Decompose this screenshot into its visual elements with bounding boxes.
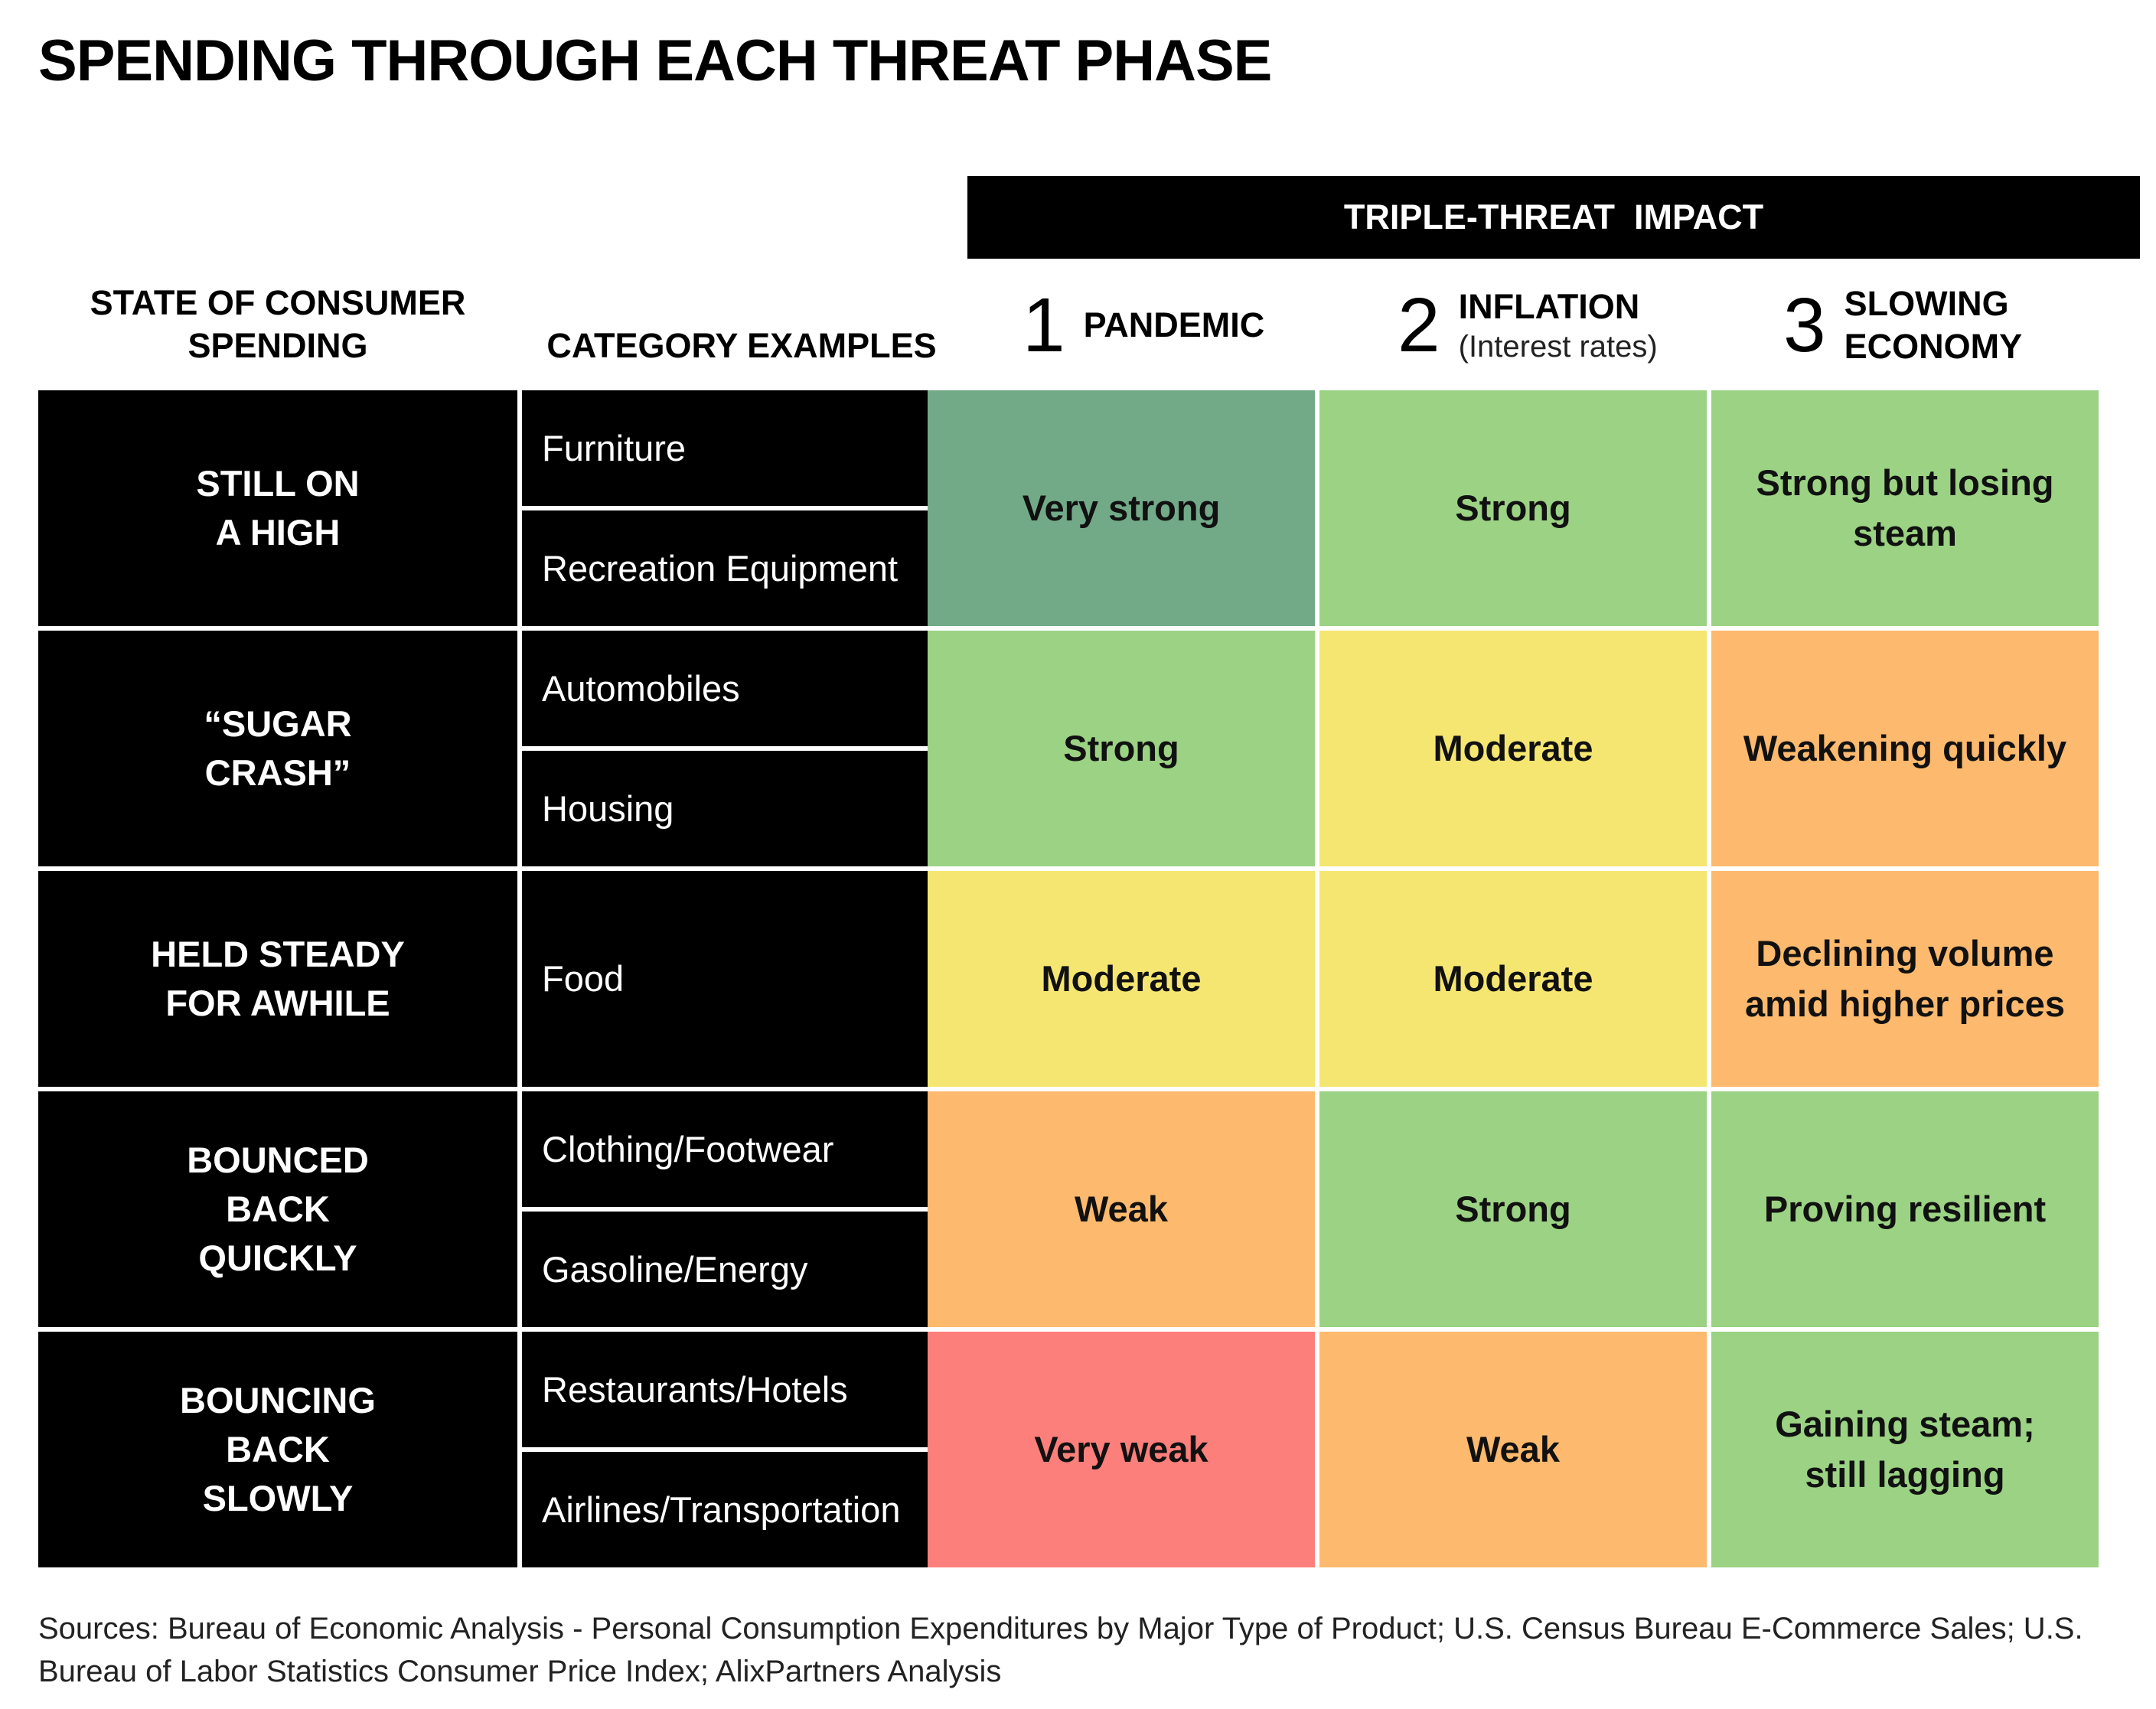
state-cell: HELD STEADY FOR AWHILE	[38, 871, 517, 1087]
category-cell: Automobiles	[522, 631, 961, 746]
impact-cell: Moderate	[1319, 631, 1707, 866]
phase-subtitle: (Interest rates)	[1458, 330, 1658, 364]
category-column-header: CATEGORY EXAMPLES	[546, 326, 937, 365]
phase-name: SLOWING ECONOMY	[1844, 284, 2023, 366]
impact-cell: Weak	[928, 1091, 1315, 1327]
state-cell: STILL ON A HIGH	[38, 390, 517, 626]
impact-cell: Strong	[1319, 390, 1707, 626]
phase-number: 3	[1783, 282, 1826, 368]
phase-name: INFLATION	[1458, 287, 1640, 326]
category-cell: Clothing/Footwear	[522, 1091, 961, 1207]
category-cell: Airlines/Transportation	[522, 1452, 961, 1567]
impact-cell: Proving resilient	[1711, 1091, 2099, 1327]
impact-cell: Very weak	[928, 1332, 1315, 1567]
category-cell: Gasoline/Energy	[522, 1212, 961, 1327]
state-cell: “SUGAR CRASH”	[38, 631, 517, 866]
spending-table: STILL ON A HIGH Furniture Recreation Equip…	[38, 390, 2140, 1569]
triple-threat-impact-header: TRIPLE-THREAT IMPACT	[967, 176, 2140, 259]
sources-note: Sources: Bureau of Economic Analysis - P…	[38, 1612, 2083, 1688]
impact-cell: Very strong	[928, 390, 1315, 626]
category-cell: Furniture	[522, 390, 961, 506]
phase-number: 2	[1398, 282, 1440, 368]
category-cell: Restaurants/Hotels	[522, 1332, 961, 1447]
impact-cell: Strong but losing steam	[1711, 390, 2099, 626]
impact-cell: Weakening quickly	[1711, 631, 2099, 866]
impact-cell: Strong	[1319, 1091, 1707, 1327]
state-cell: BOUNCED BACK QUICKLY	[38, 1091, 517, 1327]
impact-cell: Strong	[928, 631, 1315, 866]
phase-header-inflation: 2 INFLATION (Interest rates)	[1398, 272, 1658, 379]
impact-cell: Gaining steam; still lagging	[1711, 1332, 2099, 1567]
chart-title: SPENDING THROUGH EACH THREAT PHASE	[38, 28, 1272, 93]
state-cell: BOUNCING BACK SLOWLY	[38, 1332, 517, 1567]
impact-cell: Declining volume amid higher prices	[1711, 871, 2099, 1087]
category-cell: Food	[522, 871, 961, 1087]
category-cell: Recreation Equipment	[522, 510, 961, 626]
phase-header-slowing-economy: 3 SLOWING ECONOMY	[1783, 272, 2022, 379]
state-column-header: STATE OF CONSUMER SPENDING	[90, 283, 466, 365]
impact-cell: Moderate	[1319, 871, 1707, 1087]
impact-cell: Moderate	[928, 871, 1315, 1087]
phase-name: PANDEMIC	[1083, 305, 1265, 344]
phase-number: 1	[1023, 282, 1065, 368]
impact-cell: Weak	[1319, 1332, 1707, 1567]
category-cell: Housing	[522, 751, 961, 866]
phase-header-pandemic: 1 PANDEMIC	[1023, 272, 1264, 379]
